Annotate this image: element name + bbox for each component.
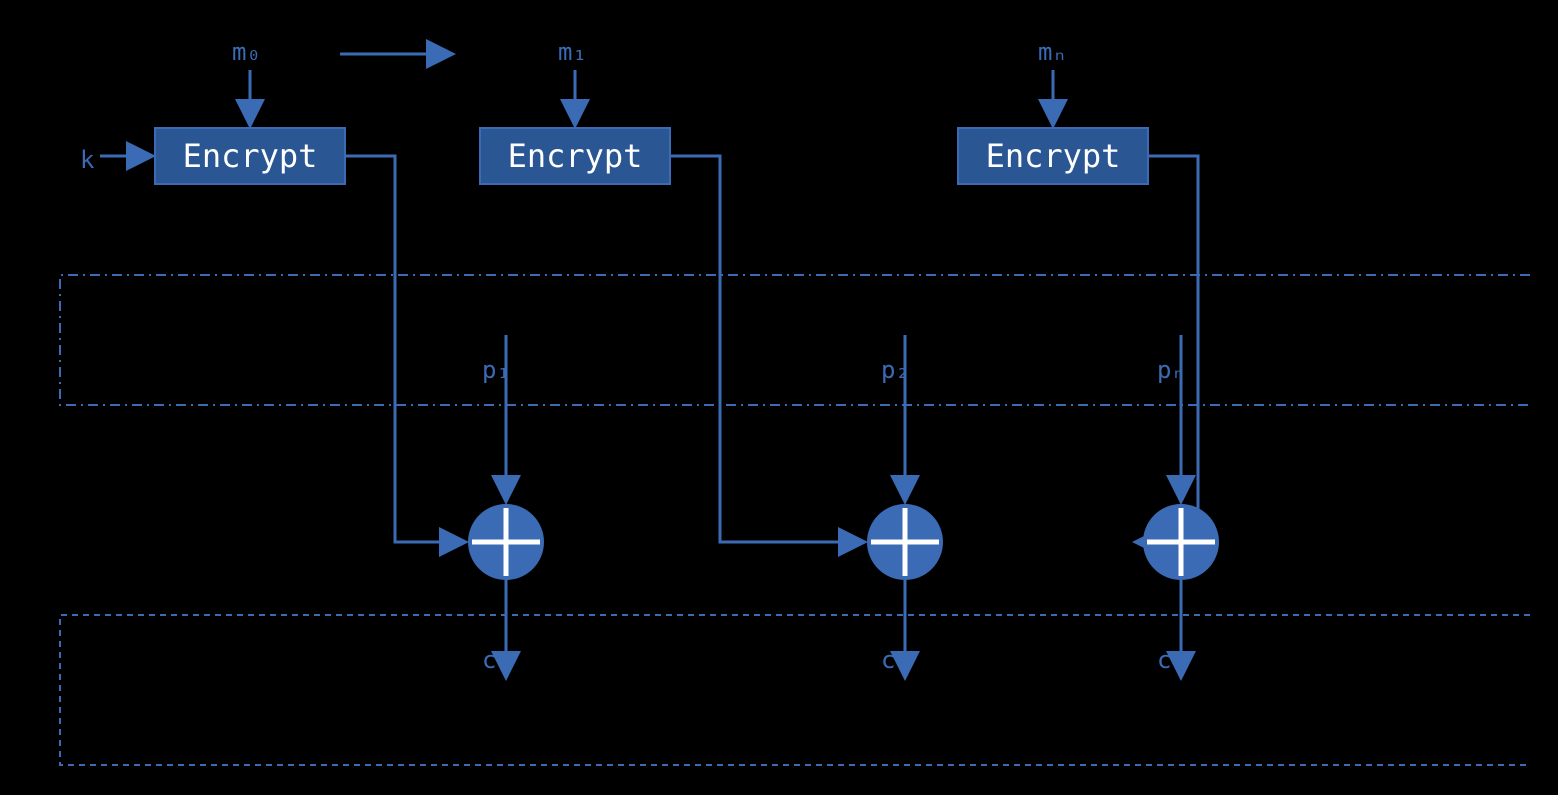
encrypt-box-label-1: Encrypt: [508, 137, 643, 175]
plaintext-label-p2: p₂: [881, 356, 910, 384]
input-label-mn: mₙ: [1038, 38, 1067, 66]
plaintext-region-border: [60, 275, 1530, 405]
ciphertext-label-c1: c₁: [482, 646, 511, 674]
input-label-m0: m₀: [232, 38, 261, 66]
encrypt-to-xor-0: [345, 156, 463, 542]
input-label-m1: m₁: [558, 38, 587, 66]
ciphertext-label-cn: cₙ: [1157, 646, 1186, 674]
ciphertext-region-border: [60, 615, 1530, 765]
plaintext-label-p1: p₁: [482, 356, 511, 384]
key-label: k: [80, 146, 95, 174]
encrypt-to-xor-1: [670, 156, 862, 542]
ciphertext-label-c2: c₂: [881, 646, 910, 674]
plaintext-label-pn: pₙ: [1157, 356, 1186, 384]
encrypt-box-label-2: Encrypt: [986, 137, 1121, 175]
encrypt-to-xor-2: [1138, 156, 1198, 542]
encrypt-box-label-0: Encrypt: [183, 137, 318, 175]
encryption-mode-diagram: k Encrypt Encrypt Encrypt m₀ m₁ mₙ p₁ p₂ pₙ c₁ c₂ cₙ: [0, 0, 1558, 795]
